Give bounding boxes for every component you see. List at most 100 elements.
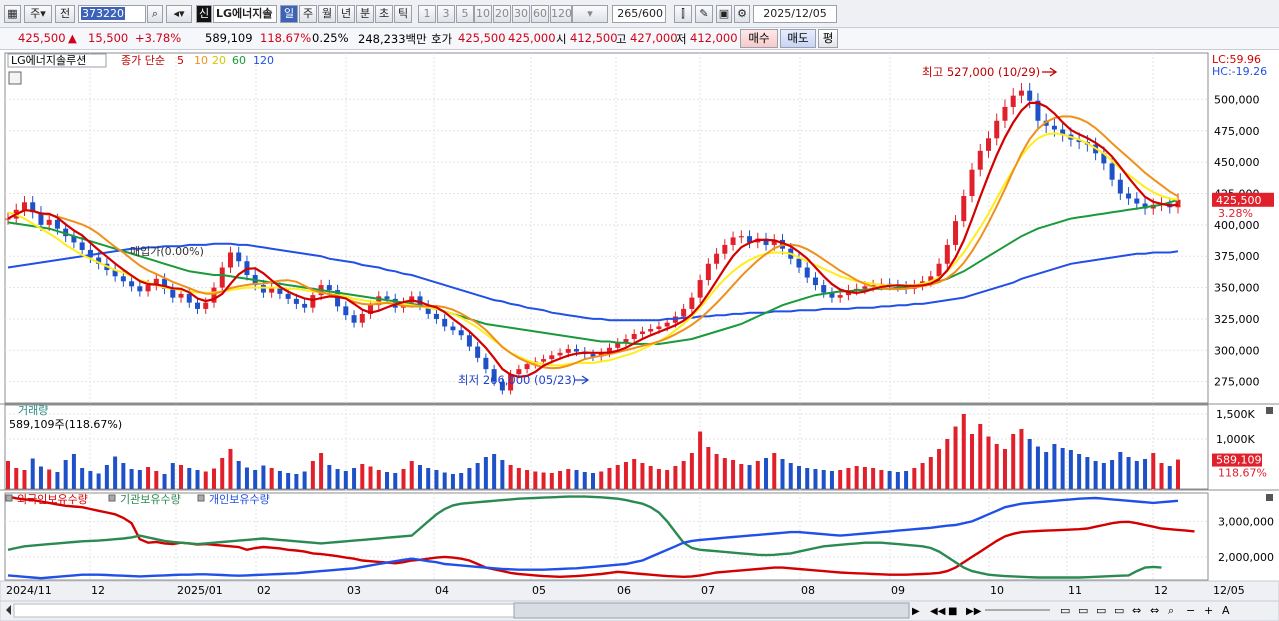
playback-control-icon: ■ (948, 606, 957, 617)
candle-body (1134, 198, 1140, 204)
volume-bar (821, 470, 826, 489)
candle-body (178, 293, 184, 298)
volume-bar (459, 473, 464, 489)
volume-bar (549, 473, 554, 489)
x-tick-label: 06 (617, 584, 631, 597)
candle-body (944, 244, 950, 264)
volume-bar (1167, 466, 1172, 489)
date-field[interactable]: 2025/12/05 (753, 5, 837, 23)
volume-bar (500, 460, 505, 489)
interval-btn-30[interactable]: 30 (512, 5, 530, 23)
candle-body (606, 347, 612, 353)
volume-bar (599, 471, 604, 489)
candle-body (664, 322, 670, 327)
chart-toolbar: ▦ 주▾ 전 373220 ⌕ ◂▾ 신 LG에너지솔 ▾ 265/600 ⫿ … (0, 0, 1279, 28)
buy-button[interactable]: 매수 (740, 29, 778, 48)
stock-chart[interactable]: 500,000475,000450,000425,000400,000375,0… (0, 50, 1279, 621)
volume-bar (376, 470, 381, 489)
draw-tool-icon[interactable]: ✎ (695, 5, 713, 23)
prev-label: 전 (59, 7, 71, 20)
volume-bar (1134, 461, 1139, 489)
candle-body (1018, 90, 1024, 96)
period-type-select[interactable]: 주▾ (24, 5, 52, 23)
price-change: 15,500 (88, 31, 129, 45)
period-tab-2[interactable]: 월 (318, 5, 336, 23)
period-tab-3[interactable]: 년 (337, 5, 355, 23)
save-icon[interactable]: ▣ (716, 5, 732, 23)
sell-button[interactable]: 매도 (780, 29, 816, 48)
ma-legend-60: 60 (232, 54, 246, 67)
interval-dropdown[interactable]: ▾ (572, 5, 608, 23)
period-tab-0[interactable]: 일 (280, 5, 298, 23)
candle-body (162, 278, 168, 289)
period-tab-6[interactable]: 틱 (394, 5, 412, 23)
candle-body (771, 239, 777, 245)
candle-body (639, 331, 645, 335)
period-tab-4[interactable]: 분 (356, 5, 374, 23)
volume-bar (467, 468, 472, 489)
gear-icon[interactable]: ⚙ (734, 5, 750, 23)
period-tab-5[interactable]: 초 (375, 5, 393, 23)
purchase-price-label: 매입가(0.00%) (130, 245, 204, 258)
candle-body (359, 313, 365, 323)
stock-name-field[interactable]: LG에너지솔 (213, 5, 277, 23)
interval-btn-60[interactable]: 60 (531, 5, 549, 23)
prev-button[interactable]: 전 (55, 5, 75, 23)
average-button[interactable]: 평 (818, 29, 838, 48)
interval-btn-5[interactable]: 5 (456, 5, 474, 23)
count-field[interactable]: 265/600 (612, 5, 666, 23)
candle-body (129, 281, 135, 287)
candle-icon[interactable]: ⫿ (674, 5, 692, 23)
volume-tick-label: 1,500K (1216, 408, 1255, 421)
interval-btn-3[interactable]: 3 (437, 5, 455, 23)
candle-body (203, 302, 209, 309)
volume-bar (937, 449, 942, 489)
volume-bar (47, 469, 52, 489)
search-icon[interactable]: ⌕ (147, 5, 163, 23)
volume-bar (871, 468, 876, 489)
volume-bar (1068, 450, 1073, 489)
volume-bar (780, 459, 785, 489)
volume-bar (632, 459, 637, 489)
trade-amount: 248,233백만 (358, 32, 427, 46)
interval-btn-10[interactable]: 10 (474, 5, 492, 23)
volume-tick-label: 1,000K (1216, 433, 1255, 446)
candle-body (977, 150, 983, 170)
volume-bar (121, 463, 126, 489)
table-icon (8, 71, 22, 85)
stock-name-box (7, 53, 107, 68)
volume-bar (739, 464, 744, 489)
speaker-icon[interactable]: ◂▾ (166, 5, 192, 23)
volume-bar (665, 470, 670, 489)
interval-btn-20[interactable]: 20 (493, 5, 511, 23)
chart-layout-icon[interactable]: ▦ (4, 5, 21, 23)
period-tab-1[interactable]: 주 (299, 5, 317, 23)
volume-bar (533, 471, 538, 489)
candle-body (549, 355, 555, 360)
investor-close-icon (1266, 494, 1273, 501)
volume-bar (286, 473, 291, 489)
candle-body (697, 280, 703, 298)
volume-bar (129, 469, 134, 489)
candle-body (516, 369, 522, 375)
volume-bar (228, 449, 233, 489)
zoom-tool-icon: ▭ (1078, 604, 1088, 617)
volume-bar (1035, 446, 1040, 489)
volume-bar (689, 453, 694, 489)
stock-code-input[interactable]: 373220 (78, 5, 146, 23)
volume-bar (302, 471, 307, 489)
ma-line-5 (7, 101, 1179, 379)
volume-bar (788, 463, 793, 489)
investor-tick-label: 2,000,000 (1218, 551, 1274, 564)
candle-body (293, 298, 299, 304)
volume-bar (187, 468, 192, 489)
volume-bar (269, 468, 274, 489)
interval-btn-1[interactable]: 1 (418, 5, 436, 23)
investor-line-2 (7, 496, 1179, 580)
high-label: 고 (616, 32, 627, 46)
interval-btn-120[interactable]: 120 (550, 5, 572, 23)
candle-body (623, 339, 629, 343)
volume-bar (1151, 453, 1156, 489)
volume-bar (722, 458, 727, 489)
scroll-thumb (513, 602, 910, 619)
